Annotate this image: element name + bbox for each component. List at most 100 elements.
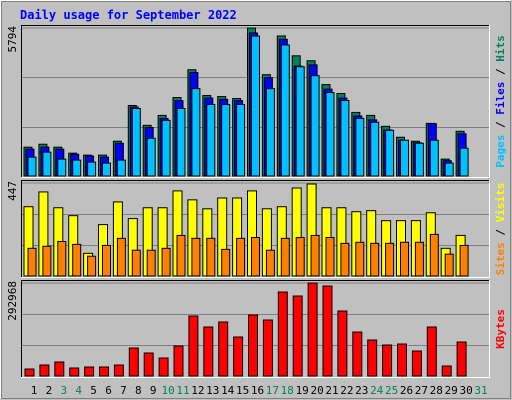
bar [218, 321, 229, 377]
x-tick-label: 15 [236, 384, 249, 397]
bar [128, 347, 139, 377]
bar [295, 66, 305, 177]
bar [27, 156, 37, 177]
bar [367, 339, 378, 377]
legend-entry: Files [494, 82, 507, 115]
bar [27, 247, 37, 277]
bar [340, 100, 350, 177]
bar [251, 237, 260, 277]
y-tick-label: 447 [6, 181, 19, 201]
bar [176, 234, 186, 277]
legend-entry: KBytes [494, 309, 507, 349]
bar [414, 142, 424, 177]
legend-separator: / [494, 222, 507, 242]
x-tick-label: 28 [430, 384, 443, 397]
bar [325, 92, 335, 177]
bar [221, 248, 231, 277]
x-tick-label: 1 [31, 384, 38, 397]
bar [236, 103, 246, 177]
x-tick-label: 31 [474, 384, 487, 397]
x-tick-label: 12 [191, 384, 204, 397]
bar [444, 162, 454, 177]
bar [411, 350, 422, 377]
bar [262, 319, 273, 377]
x-tick-label: 11 [176, 384, 189, 397]
bar [355, 241, 365, 277]
bar [340, 242, 350, 277]
x-tick-label: 27 [415, 384, 428, 397]
bar [206, 237, 216, 277]
x-tick-label: 7 [120, 384, 127, 397]
bar [99, 366, 109, 377]
bar [161, 119, 171, 177]
bar [191, 88, 201, 177]
bar [87, 161, 97, 177]
bar [188, 315, 199, 377]
legend-separator: / [494, 62, 507, 82]
bar [355, 117, 365, 177]
bar [42, 245, 52, 277]
x-tick-label: 4 [75, 384, 82, 397]
bar [429, 233, 439, 277]
bar [370, 242, 380, 277]
bar [102, 162, 111, 177]
bar [131, 249, 141, 277]
x-tick-label: 14 [221, 384, 235, 397]
bar [265, 249, 275, 277]
bar [370, 121, 380, 177]
bar [397, 343, 407, 377]
bar [233, 336, 244, 377]
bar [146, 137, 156, 177]
bar [310, 75, 320, 177]
x-tick-label: 24 [370, 384, 384, 397]
bar [400, 139, 409, 177]
bar [161, 247, 171, 277]
bar [265, 88, 275, 177]
x-tick-label: 9 [150, 384, 157, 397]
x-tick-label: 16 [251, 384, 264, 397]
bar [444, 253, 454, 277]
bar [116, 159, 126, 177]
bar [72, 159, 82, 177]
x-tick-label: 2 [46, 384, 53, 397]
bar [236, 237, 246, 277]
bar [426, 326, 437, 377]
bar [24, 368, 35, 377]
x-tick-label: 22 [340, 384, 353, 397]
bar [146, 249, 156, 277]
x-tick-label: 6 [105, 384, 112, 397]
bar [87, 255, 97, 277]
bar [39, 364, 50, 377]
bar [292, 295, 303, 377]
bar [72, 243, 82, 277]
legend: Sites / Visits [494, 183, 507, 276]
legend: Pages / Files / Hits [494, 35, 507, 168]
bar [277, 291, 288, 377]
x-tick-label: 26 [400, 384, 413, 397]
bar [414, 241, 424, 277]
bar [131, 107, 141, 177]
bar [176, 107, 186, 177]
x-tick-label: 30 [459, 384, 472, 397]
legend-entry: Hits [494, 35, 507, 62]
bar [385, 242, 395, 277]
bar [456, 341, 467, 377]
x-tick-label: 23 [355, 384, 368, 397]
bar [325, 237, 335, 277]
bar [459, 147, 469, 177]
bar [116, 237, 126, 277]
x-tick-label: 25 [385, 384, 398, 397]
legend-entry: Visits [494, 183, 507, 223]
bar [459, 244, 469, 277]
bar [113, 364, 124, 377]
bar [221, 103, 231, 177]
bar [352, 331, 363, 377]
bar [322, 285, 333, 377]
bar [69, 367, 80, 377]
bar [280, 44, 290, 177]
bar [84, 366, 95, 377]
bar [173, 345, 184, 377]
bar [206, 103, 216, 177]
bar [441, 365, 452, 377]
